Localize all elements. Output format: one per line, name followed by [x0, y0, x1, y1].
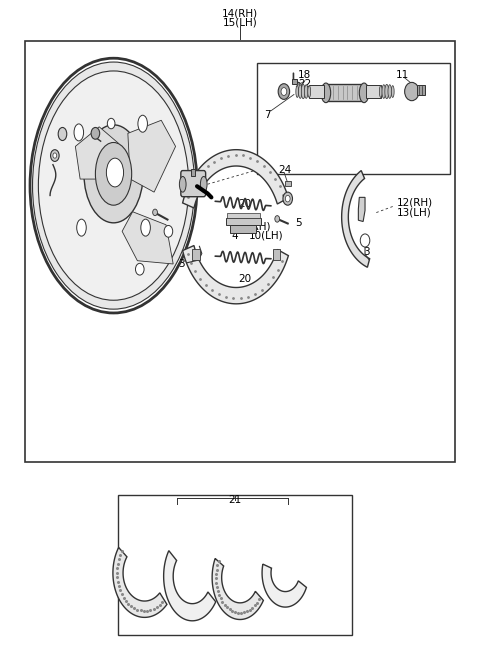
- Circle shape: [281, 88, 287, 96]
- Text: 2(LH): 2(LH): [137, 111, 166, 121]
- Polygon shape: [182, 150, 288, 208]
- Text: 8(RH): 8(RH): [241, 221, 271, 231]
- Text: 22: 22: [298, 79, 311, 89]
- Polygon shape: [342, 171, 370, 267]
- Text: 10(LH): 10(LH): [249, 231, 284, 241]
- Ellipse shape: [33, 62, 194, 309]
- Bar: [366, 85, 381, 98]
- Bar: [273, 249, 280, 260]
- Ellipse shape: [388, 85, 392, 98]
- Text: 21: 21: [228, 495, 242, 505]
- Circle shape: [275, 216, 280, 222]
- Text: 4: 4: [232, 231, 239, 241]
- Text: 14(RH): 14(RH): [222, 8, 258, 18]
- Ellipse shape: [360, 83, 369, 102]
- Ellipse shape: [304, 85, 308, 98]
- Text: 19: 19: [52, 125, 65, 135]
- Text: 1(RH): 1(RH): [137, 101, 167, 111]
- Polygon shape: [122, 212, 173, 264]
- Bar: [417, 85, 425, 96]
- Bar: [257, 64, 450, 174]
- Text: 20: 20: [238, 199, 252, 209]
- Text: 9: 9: [284, 197, 290, 207]
- Bar: [326, 85, 364, 100]
- Circle shape: [108, 118, 115, 129]
- FancyBboxPatch shape: [181, 171, 205, 197]
- Ellipse shape: [299, 85, 302, 98]
- Text: 6: 6: [50, 171, 57, 181]
- Text: 3: 3: [363, 247, 370, 256]
- Bar: [118, 495, 352, 635]
- Ellipse shape: [321, 83, 331, 102]
- Ellipse shape: [74, 124, 84, 141]
- Circle shape: [164, 226, 173, 237]
- Text: 3: 3: [179, 259, 185, 269]
- Text: 17: 17: [99, 106, 112, 116]
- Text: 15(LH): 15(LH): [223, 18, 257, 28]
- Bar: [25, 41, 455, 462]
- Bar: [227, 213, 260, 218]
- Text: 23: 23: [49, 152, 62, 162]
- Ellipse shape: [385, 85, 389, 98]
- Ellipse shape: [107, 158, 123, 187]
- Text: 20: 20: [238, 274, 252, 284]
- Ellipse shape: [308, 86, 311, 97]
- Circle shape: [278, 84, 289, 99]
- Circle shape: [91, 127, 100, 139]
- Ellipse shape: [382, 85, 385, 98]
- Circle shape: [283, 192, 292, 205]
- Ellipse shape: [84, 125, 143, 223]
- Polygon shape: [113, 548, 167, 617]
- Ellipse shape: [301, 85, 305, 98]
- Ellipse shape: [58, 127, 67, 140]
- Circle shape: [285, 195, 290, 202]
- Bar: [309, 85, 324, 98]
- Ellipse shape: [405, 83, 419, 100]
- Ellipse shape: [379, 86, 382, 97]
- Text: 12(RH): 12(RH): [396, 197, 432, 207]
- Ellipse shape: [75, 127, 83, 138]
- Ellipse shape: [96, 142, 132, 205]
- Text: 13(LH): 13(LH): [396, 207, 431, 217]
- Ellipse shape: [77, 219, 86, 236]
- Ellipse shape: [141, 219, 150, 236]
- Text: 16: 16: [70, 125, 84, 135]
- Circle shape: [53, 153, 57, 158]
- Ellipse shape: [138, 115, 147, 133]
- Polygon shape: [212, 558, 264, 619]
- Circle shape: [135, 263, 144, 275]
- Bar: [226, 218, 262, 225]
- Text: 7: 7: [264, 110, 271, 120]
- Polygon shape: [128, 120, 176, 192]
- Circle shape: [50, 150, 59, 161]
- Bar: [285, 181, 290, 186]
- Bar: [192, 169, 195, 176]
- Polygon shape: [359, 197, 365, 222]
- Ellipse shape: [200, 176, 207, 192]
- Circle shape: [153, 209, 157, 216]
- Polygon shape: [262, 564, 306, 607]
- Text: 5: 5: [147, 211, 154, 220]
- Bar: [291, 79, 297, 85]
- Ellipse shape: [38, 71, 189, 300]
- Circle shape: [360, 234, 370, 247]
- Ellipse shape: [180, 176, 186, 192]
- Polygon shape: [164, 550, 216, 621]
- Polygon shape: [182, 245, 288, 304]
- Ellipse shape: [391, 86, 394, 97]
- Text: 18: 18: [298, 70, 311, 79]
- Ellipse shape: [296, 86, 299, 97]
- Text: 11: 11: [396, 70, 409, 79]
- Bar: [229, 226, 256, 234]
- Polygon shape: [75, 127, 118, 179]
- Text: 24: 24: [278, 165, 291, 175]
- Text: 5: 5: [295, 218, 302, 228]
- Bar: [192, 249, 200, 260]
